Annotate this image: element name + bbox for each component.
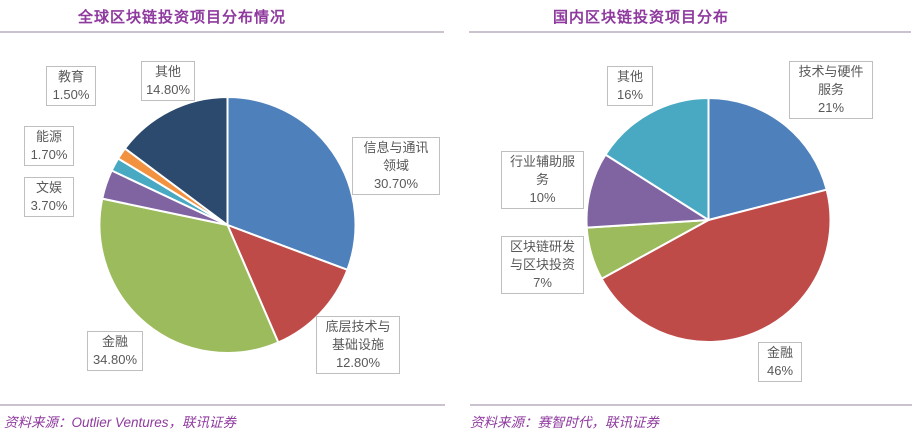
label-rd-investment: 区块链研发 与区块投资 7% [501,236,584,294]
pie-slice-info-comm [226,96,357,271]
label-energy: 能源 1.70% [24,126,74,166]
label-infrastructure: 底层技术与 基础设施 12.80% [316,316,400,374]
source-divider-line [0,404,445,406]
domestic-pie-chart [585,97,832,343]
source-divider-line [470,404,912,406]
global-chart-panel: 全球区块链投资项目分布情况 教育 1.50% 其他 14.80% 能源 1.70… [0,0,458,441]
label-industry-support: 行业辅助服 务 10% [501,151,584,209]
pie-slice-tech-hardware [707,97,828,221]
pie-slice-others [604,97,710,221]
domestic-source-note: 资料来源：赛智时代，联讯证券 [470,415,659,430]
label-others: 其他 16% [607,66,653,106]
label-others: 其他 14.80% [141,61,195,101]
global-pie-chart [98,96,357,354]
domestic-chart-panel: 国内区块链投资项目分布 其他 16% 技术与硬件 服务 21% 行业辅助服 务 … [459,0,917,441]
label-finance: 金融 46% [758,342,802,382]
pie-slice-finance [98,197,280,354]
domestic-chart-title: 国内区块链投资项目分布 [552,9,729,26]
pie-slice-industry-support [585,153,710,229]
pie-slice-others [123,96,229,226]
label-tech-hardware: 技术与硬件 服务 21% [789,61,873,119]
global-chart-title: 全球区块链投资项目分布情况 [77,9,286,26]
title-divider-line [0,31,444,33]
label-info-comm: 信息与通讯 领域 30.70% [352,137,440,195]
title-divider-line [469,31,911,33]
label-education: 教育 1.50% [46,66,96,106]
pie-slice-finance [600,188,832,343]
global-source-note: 资料来源：Outlier Ventures，联讯证券 [4,415,237,430]
label-entertainment: 文娱 3.70% [24,177,74,217]
pie-slice-infrastructure [226,224,349,344]
label-finance: 金融 34.80% [87,331,143,371]
